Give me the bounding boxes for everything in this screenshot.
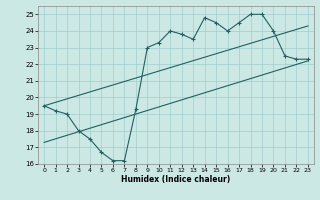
X-axis label: Humidex (Indice chaleur): Humidex (Indice chaleur) bbox=[121, 175, 231, 184]
